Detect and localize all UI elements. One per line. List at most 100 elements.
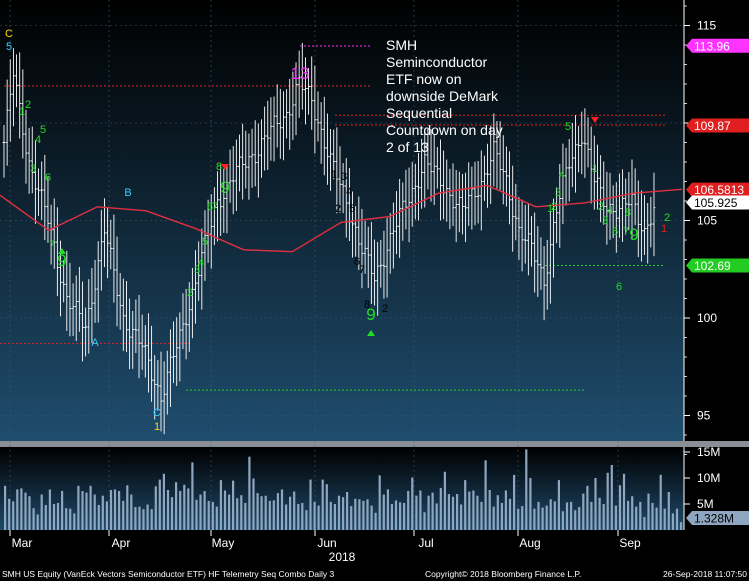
month-label: Aug: [519, 536, 540, 550]
volume-bar: [590, 501, 593, 530]
price-bar: [187, 282, 191, 352]
volume-bar: [500, 503, 503, 530]
volume-bar: [297, 504, 300, 530]
volume-bar: [663, 508, 666, 530]
price-bar: [307, 68, 310, 115]
price-bar: [630, 159, 634, 240]
setup-count: 2: [382, 303, 388, 315]
volume-bar: [480, 501, 483, 530]
setup-count: 7: [212, 201, 218, 213]
setup-count: 3: [341, 171, 347, 183]
footer-ticker: SMH US Equity (VanEck Vectors Semiconduc…: [2, 569, 335, 579]
setup-count: 2: [664, 212, 670, 224]
volume-bar: [374, 512, 377, 530]
price-bar: [115, 236, 119, 327]
volume-bar: [260, 496, 263, 530]
price-bar: [260, 119, 263, 178]
price-bar: [621, 169, 624, 242]
wave-label: C: [5, 28, 13, 40]
price-tag: 105.925: [686, 195, 749, 210]
price-bar: [517, 197, 521, 260]
setup-count: 3: [602, 215, 608, 227]
countdown-thirteen: 13: [291, 64, 310, 83]
price-bar: [219, 164, 223, 236]
volume-bar: [236, 498, 239, 530]
setup-count: 6: [45, 172, 51, 184]
volume-bar: [517, 508, 520, 530]
sell-arrow-icon: [221, 164, 229, 170]
price-bar: [228, 149, 232, 203]
volume-bar: [219, 480, 222, 530]
volume-bar: [52, 504, 56, 530]
volume-bar: [8, 498, 11, 530]
price-bar: [40, 161, 44, 220]
volume-bar: [244, 503, 247, 530]
setup-count: 2: [25, 99, 31, 111]
price-bar: [561, 143, 565, 225]
price-bar: [77, 266, 81, 332]
volume-last-label: 1.328M: [694, 512, 734, 526]
volume-bar: [549, 499, 552, 530]
price-bar: [426, 128, 430, 190]
price-bar: [599, 155, 602, 223]
volume-bar: [113, 489, 117, 530]
setup-count: 3: [194, 264, 200, 276]
volume-bar: [423, 512, 426, 530]
volume-bar: [268, 500, 271, 530]
volume-bar: [618, 485, 622, 530]
price-bar: [640, 190, 643, 262]
price-bar: [454, 169, 458, 243]
annotation-line: Countdown on day: [386, 122, 503, 138]
month-label: May: [212, 536, 235, 550]
price-bar: [278, 88, 282, 159]
volume-bar: [614, 505, 617, 530]
price-bar: [385, 217, 389, 298]
volume-bar: [419, 490, 422, 530]
price-bar: [169, 329, 172, 408]
price-bar: [533, 212, 537, 293]
volume-bar: [195, 499, 198, 530]
annotation-line: SMH: [386, 37, 418, 53]
price-bar: [310, 56, 314, 130]
price-bar: [341, 163, 345, 214]
price-bar: [178, 312, 182, 382]
countdown-nine: 9: [220, 178, 229, 197]
wave-label: A: [91, 337, 99, 349]
price-bar: [272, 96, 276, 162]
price-tag: 106.5813: [686, 182, 749, 197]
year-label: 2018: [329, 550, 356, 564]
price-bar: [351, 191, 354, 258]
volume-bar: [16, 489, 19, 530]
volume-bar: [142, 509, 145, 530]
volume-bar: [504, 490, 507, 530]
volume-bar: [211, 501, 214, 530]
price-bar: [360, 208, 364, 289]
volume-bar: [431, 492, 434, 530]
volume-bar: [602, 504, 605, 530]
setup-count: 6: [207, 201, 213, 213]
price-bar: [30, 126, 34, 194]
price-bar: [548, 210, 552, 304]
setup-count: 1: [592, 163, 598, 175]
price-bar: [216, 171, 219, 242]
price-bar: [269, 97, 273, 161]
setup-count: 5: [565, 121, 571, 133]
setup-count: 2: [187, 287, 193, 299]
price-bar: [297, 50, 301, 118]
wave-count: 1: [154, 421, 160, 433]
setup-count: 7: [49, 239, 55, 251]
volume-bar: [606, 472, 609, 530]
volume-bar: [496, 495, 499, 530]
price-tick-label: 115: [697, 19, 716, 33]
volume-bar: [191, 462, 194, 530]
month-label: Mar: [12, 536, 33, 550]
price-bar: [131, 310, 135, 369]
volume-bar: [81, 491, 84, 530]
volume-bar: [203, 491, 206, 530]
volume-bar: [484, 460, 487, 530]
price-bar: [225, 164, 229, 234]
price-bar: [109, 219, 113, 270]
price-bar: [483, 155, 486, 201]
price-bar: [285, 89, 288, 139]
